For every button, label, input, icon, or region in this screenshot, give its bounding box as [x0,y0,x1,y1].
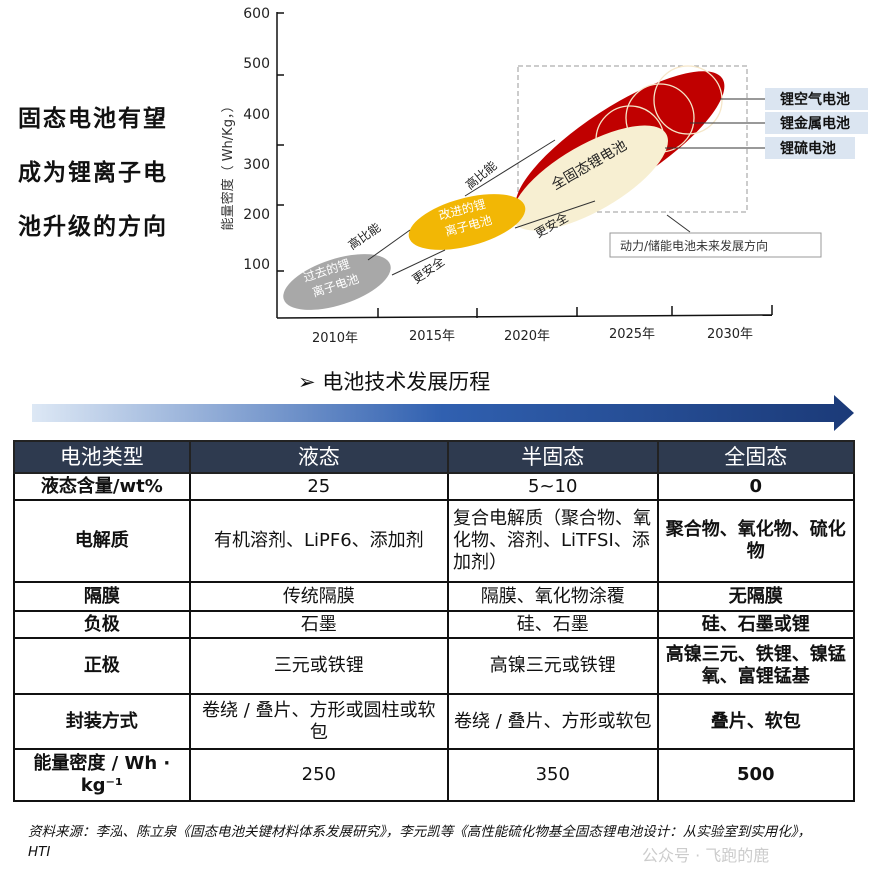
bullet-arrow-icon: ➢ [298,370,323,394]
y-tick: 100 [243,257,270,273]
table-row: 隔膜 传统隔膜 隔膜、氧化物涂覆 无隔膜 [13,581,856,612]
y-tick: 200 [243,207,270,223]
past-ellipse [283,254,391,310]
table-row: 液态含量/wt% 25 5~10 0 [13,472,856,501]
watermark: 公众号 · 飞跑的鹿 [642,846,770,865]
x-tick: 2030年 [707,327,753,342]
table-row: 电解质 有机溶剂、LiPF6、添加剂 复合电解质（聚合物、氧化物、溶剂、LiTFSI… [13,499,856,583]
table-row: 负极 石墨 硅、石墨 硅、石墨或锂 [13,610,856,639]
future-type-li-air: 锂空气电池 [780,91,850,108]
y-tick: 300 [243,157,270,173]
x-tick: 2015年 [409,329,455,344]
all-solid-ellipse [512,125,668,231]
y-tick: 600 [243,6,270,22]
left-title: 固态电池有望 成为锂离子电 池升级的方向 [18,106,168,240]
future-type-li-metal: 锂金属电池 [780,115,850,132]
arrow-label-high-energy: 高比能 [462,158,499,193]
y-tick: 400 [243,107,270,123]
table-row: 能量密度 / Wh · kg⁻¹ 250 350 500 [13,748,856,802]
future-type-li-s: 锂硫电池 [780,140,836,157]
battery-evolution-diagram: 能量密度（ Wh/Kg，） 600 500 400 300 200 100 20… [220,6,868,346]
timeline-arrow [32,395,854,431]
y-axis-label: 能量密度（ Wh/Kg，） [220,100,236,231]
x-tick: 2010年 [312,331,358,346]
source-note: 资料来源：李泓、陈立泉《固态电池关键材料体系发展研究》，李元凯等《高性能硫化物基… [28,824,811,860]
future-caption-box [609,232,822,258]
future-caption: 动力/储能电池未来发展方向 [620,238,768,253]
table-row: 正极 三元或铁锂 高镍三元或铁锂 高镍三元、铁锂、镍锰氧、富锂锰基 [13,637,856,695]
x-tick: 2020年 [504,329,550,344]
battery-comparison-table: 电池类型 液态 半固态 全固态 液态含量/wt% 25 5~10 0 电解质 有机溶剂、LiP… [13,440,856,802]
table-header: 电池类型 液态 半固态 全固态 [13,440,856,474]
y-tick: 500 [243,56,270,72]
x-axis [276,314,773,319]
improved-ellipse [408,194,526,250]
table-row: 封装方式 卷绕 / 叠片、方形或圆柱或软包 卷绕 / 叠片、方形或软包 叠片、软包 [13,693,856,750]
arrow-label-high-energy: 高比能 [345,220,383,253]
x-tick: 2025年 [609,327,655,342]
section-title: ➢ 电池技术发展历程 [298,370,491,394]
future-box [517,65,748,213]
